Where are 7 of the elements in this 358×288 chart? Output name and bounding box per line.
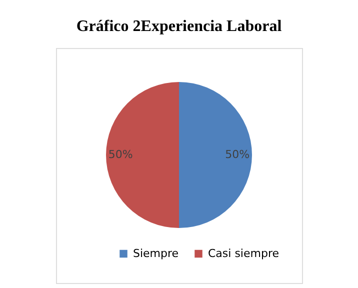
pie-slice: [106, 82, 179, 228]
data-label: 50%: [108, 148, 133, 161]
legend-label: Siempre: [133, 246, 179, 260]
chart-title: Gráfico 2Experiencia Laboral: [76, 18, 282, 35]
legend-label: Casi siempre: [208, 246, 280, 260]
data-label: 50%: [225, 148, 250, 161]
pie-slice: [179, 82, 252, 228]
